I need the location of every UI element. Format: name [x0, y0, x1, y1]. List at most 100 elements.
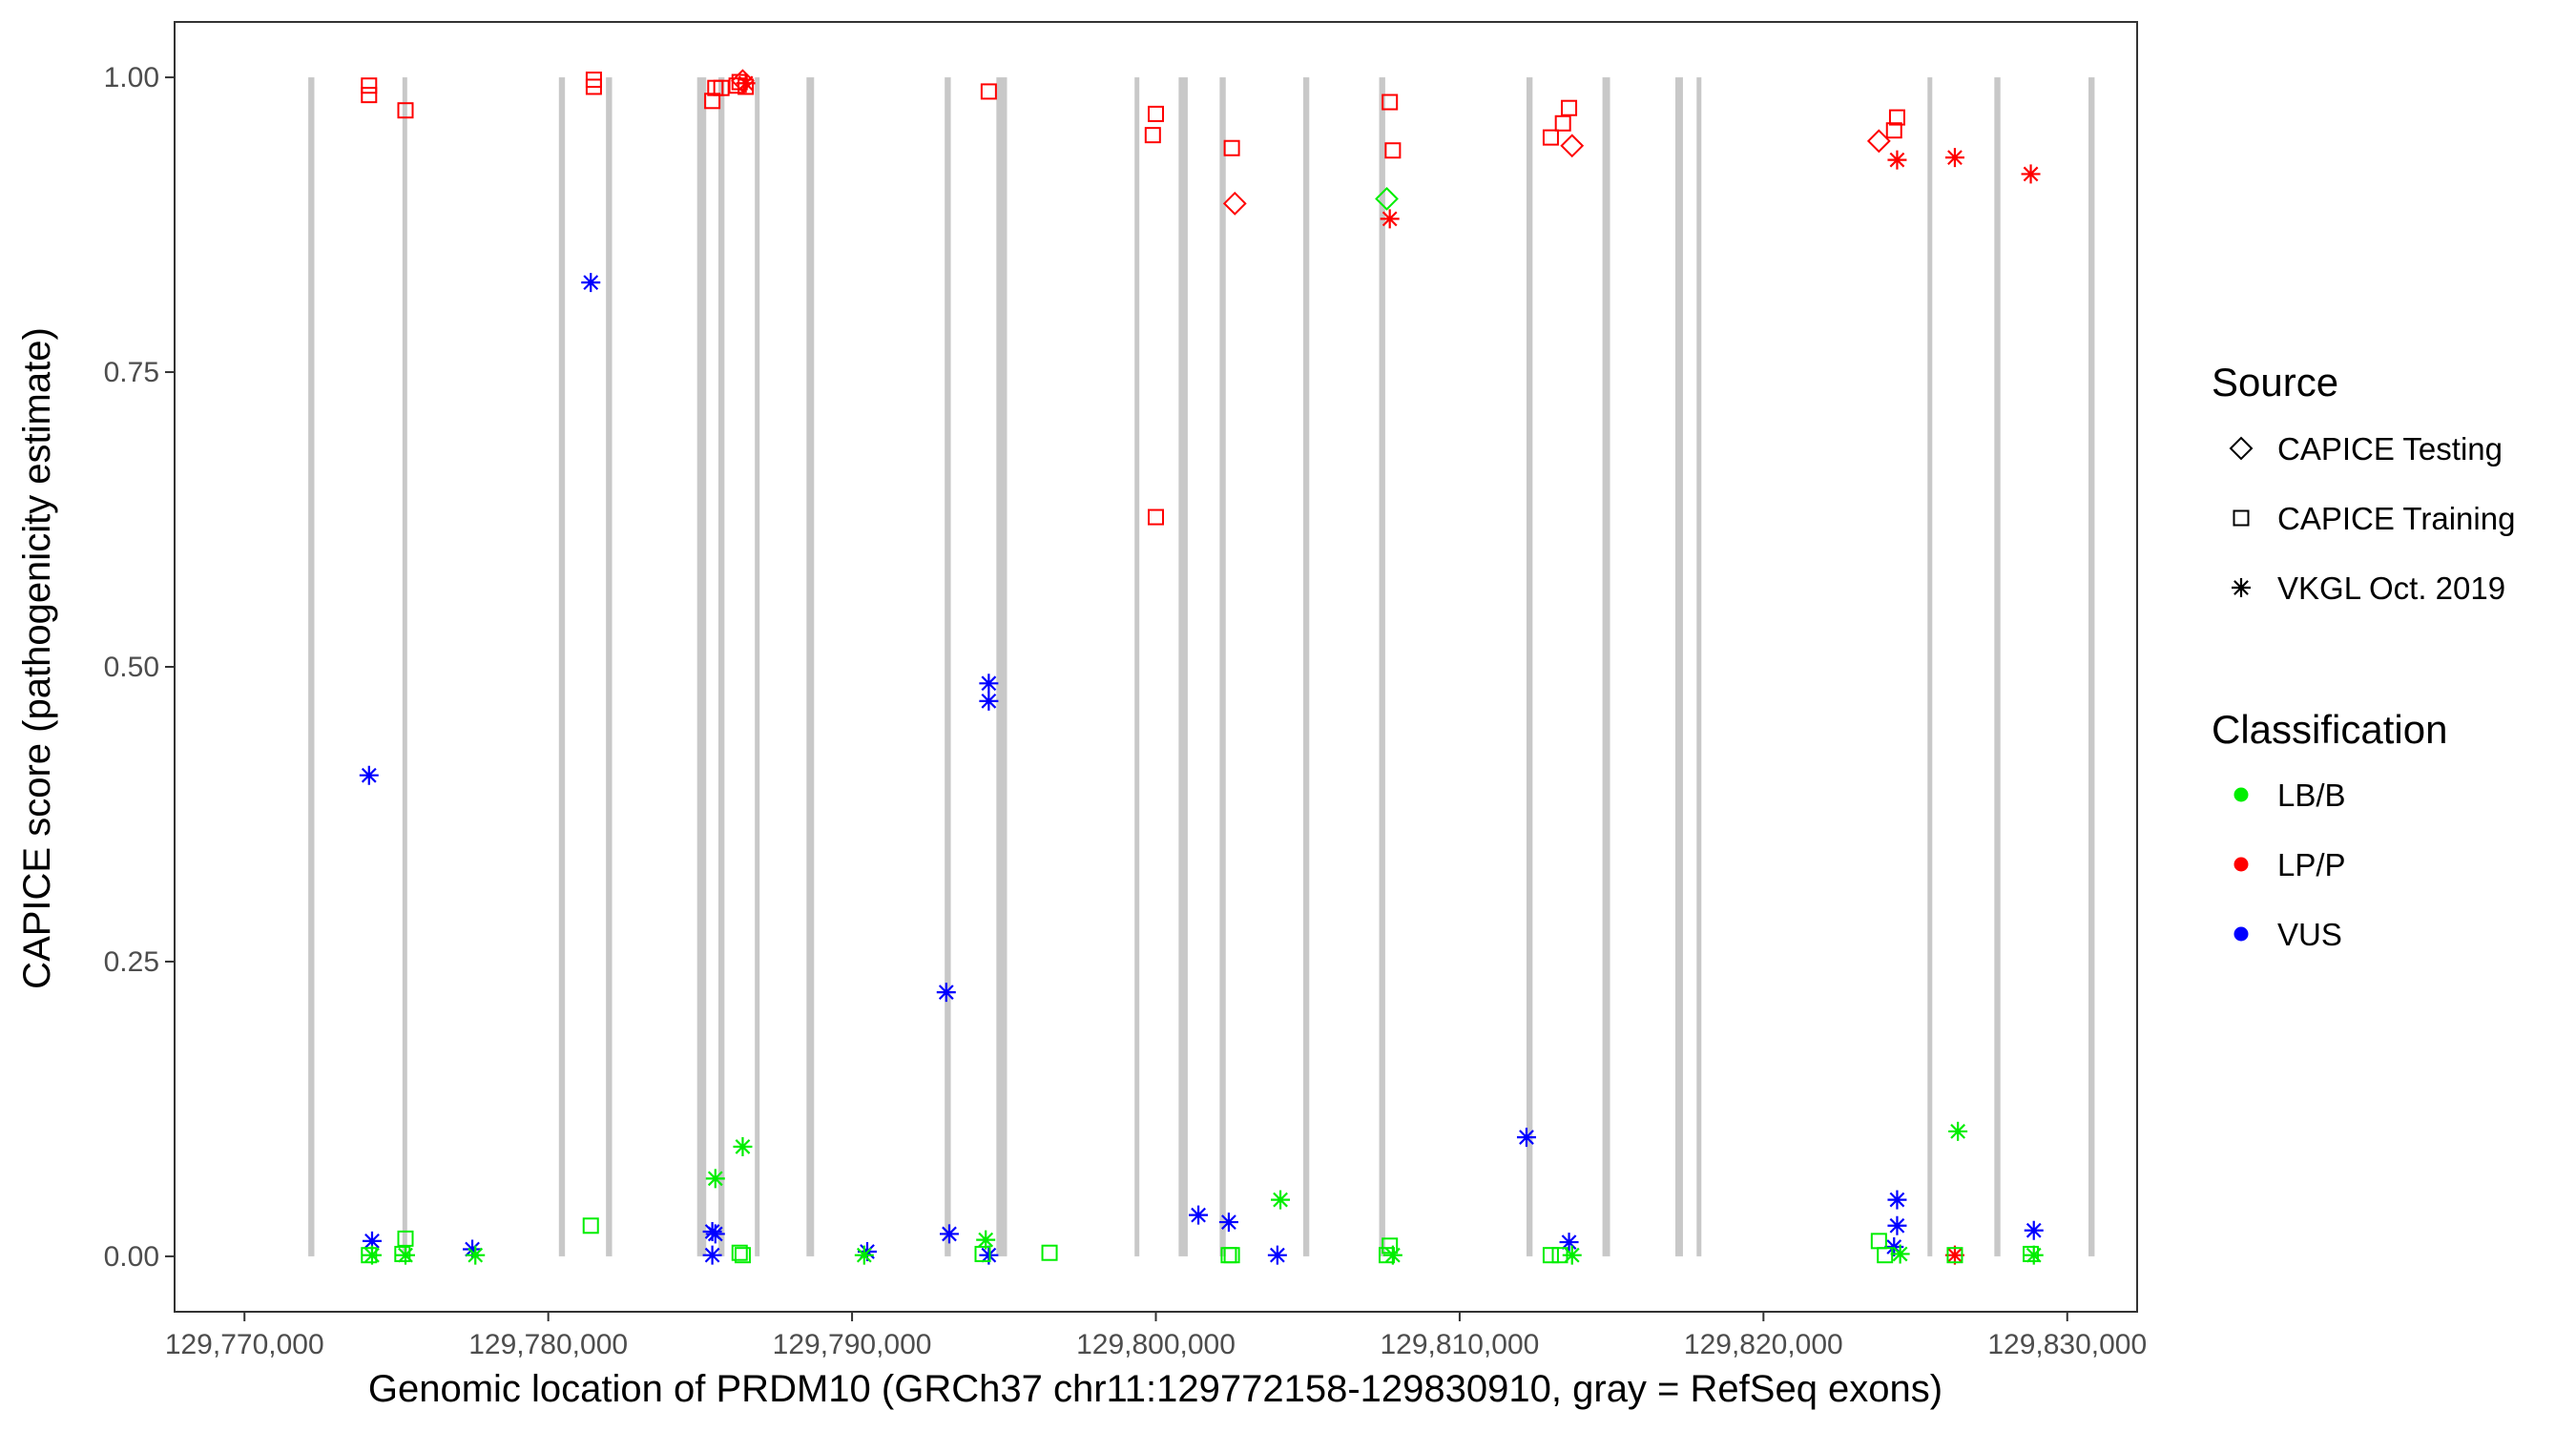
- exon-band: [696, 77, 707, 1256]
- data-point: [1554, 114, 1571, 132]
- y-tick-label: 0.75: [104, 357, 159, 388]
- x-tick-label: 129,800,000: [1076, 1329, 1236, 1360]
- exon-band: [1994, 77, 2001, 1256]
- data-point: [1380, 209, 1400, 229]
- exon-band: [2088, 77, 2095, 1256]
- data-point: [1381, 93, 1399, 111]
- exon-band: [606, 77, 613, 1256]
- data-point: [974, 1245, 991, 1262]
- legend-class-label: LB/B: [2277, 778, 2346, 813]
- exon-band: [1602, 77, 1610, 1256]
- legend-source-label: CAPICE Training: [2277, 501, 2515, 536]
- data-point: [1887, 1190, 1907, 1210]
- legend-source-label: VKGL Oct. 2019: [2277, 570, 2505, 606]
- data-point: [394, 1245, 411, 1262]
- data-point: [1885, 122, 1902, 139]
- data-point: [1144, 127, 1161, 144]
- data-point: [1516, 1128, 1536, 1148]
- data-point: [1944, 148, 1964, 168]
- data-point: [396, 1245, 415, 1265]
- data-points: [359, 69, 2044, 1265]
- data-point: [2024, 1220, 2044, 1240]
- x-tick-label: 129,790,000: [773, 1329, 932, 1360]
- data-point: [1542, 129, 1559, 146]
- legend: Source CAPICE Testing CAPICE Training VKGL…: [2212, 360, 2515, 952]
- y-axis-title: CAPICE score (pathogenicity estimate): [16, 327, 58, 989]
- data-point: [1890, 1244, 1910, 1264]
- data-point: [980, 83, 997, 100]
- exon-band: [1219, 77, 1226, 1256]
- data-point: [361, 87, 378, 104]
- y-tick-label: 0.25: [104, 946, 159, 978]
- exon-band: [996, 77, 1008, 1256]
- data-point: [705, 1224, 725, 1244]
- data-point: [734, 1247, 751, 1264]
- exon-band: [806, 77, 815, 1256]
- exon-band: [945, 77, 951, 1256]
- data-point: [1944, 1245, 1964, 1265]
- data-point: [731, 69, 755, 93]
- exon-band: [1178, 77, 1188, 1256]
- data-point: [1382, 1245, 1402, 1265]
- data-point: [704, 93, 721, 110]
- data-point: [397, 102, 414, 119]
- data-point: [362, 1231, 382, 1251]
- data-point: [1542, 1247, 1559, 1264]
- legend-class-entries: LB/B LP/P VUS: [2233, 778, 2346, 952]
- data-point: [362, 1245, 382, 1265]
- data-point: [361, 77, 378, 94]
- data-point: [1271, 1190, 1291, 1210]
- data-point: [1877, 1247, 1894, 1264]
- data-point: [731, 1244, 748, 1261]
- data-point: [1223, 1247, 1240, 1264]
- exon-band: [1379, 77, 1385, 1256]
- y-tick-label: 0.00: [104, 1241, 159, 1273]
- data-point: [359, 765, 379, 785]
- data-point: [1148, 508, 1164, 526]
- data-point: [581, 273, 601, 293]
- data-point: [1041, 1244, 1058, 1261]
- data-point: [1222, 191, 1247, 216]
- data-point: [979, 691, 999, 711]
- data-point: [1559, 1233, 1579, 1253]
- data-point: [1866, 129, 1891, 154]
- axes: 0.00 0.25 0.50 0.75 1.00 129,770,000 129,780,0…: [104, 62, 2148, 1360]
- x-tick-label: 129,820,000: [1684, 1329, 1843, 1360]
- exon-band: [402, 77, 407, 1256]
- data-point: [736, 73, 756, 93]
- data-point: [1560, 134, 1585, 158]
- x-tick-label: 129,780,000: [468, 1329, 628, 1360]
- exon-band: [755, 77, 760, 1256]
- exon-band: [1134, 77, 1140, 1256]
- data-point: [2021, 164, 2041, 184]
- x-tick-label: 129,810,000: [1380, 1329, 1539, 1360]
- legend-source-key: [2233, 509, 2250, 527]
- data-point: [976, 1230, 996, 1250]
- data-point: [1375, 186, 1399, 211]
- data-point: [1946, 1247, 1963, 1264]
- x-axis-title: Genomic location of PRDM10 (GRCh37 chr11…: [368, 1368, 1942, 1410]
- data-point: [1218, 1213, 1238, 1233]
- legend-title-classification: Classification: [2212, 707, 2447, 752]
- data-point: [1267, 1245, 1287, 1265]
- data-point: [1223, 139, 1240, 156]
- data-point: [1561, 99, 1578, 116]
- data-point: [1562, 1245, 1582, 1265]
- data-point: [1189, 1205, 1209, 1225]
- y-tick-label: 1.00: [104, 62, 159, 93]
- exon-band: [1927, 77, 1933, 1256]
- legend-source-entries: CAPICE Testing CAPICE Training VKGL Oct. 2…: [2229, 431, 2515, 606]
- legend-class-label: LP/P: [2277, 847, 2346, 882]
- data-point: [1384, 142, 1402, 159]
- data-point: [1948, 1121, 1968, 1141]
- x-tick-label: 129,830,000: [1987, 1329, 2147, 1360]
- exon-bands: [308, 77, 2095, 1256]
- data-point: [1887, 150, 1907, 170]
- data-point: [585, 78, 602, 95]
- exon-band: [1526, 77, 1533, 1256]
- data-point: [854, 1245, 874, 1265]
- x-tick-label: 129,770,000: [165, 1329, 324, 1360]
- exon-band: [308, 77, 315, 1256]
